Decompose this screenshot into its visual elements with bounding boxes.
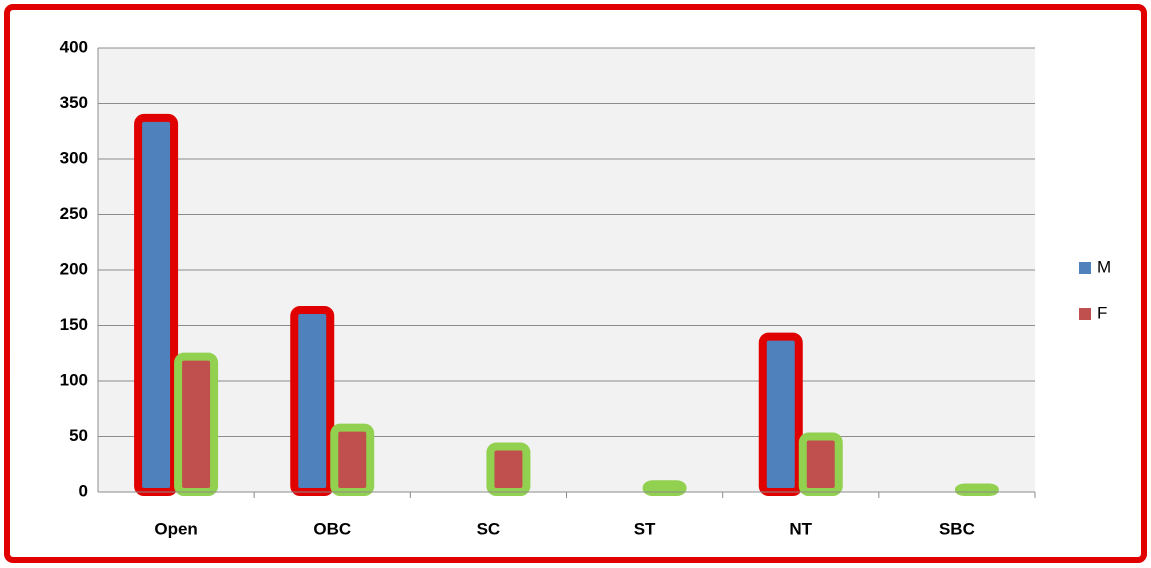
x-tick-label: SC (477, 519, 501, 538)
y-tick-label: 100 (60, 370, 88, 389)
y-tick-label: 0 (79, 481, 88, 500)
y-tick-label: 350 (60, 93, 88, 112)
bar (174, 352, 219, 496)
y-tick-label: 200 (60, 259, 88, 278)
bar (486, 442, 531, 496)
x-tick-label: SBC (939, 519, 975, 538)
x-tick-label: OBC (313, 519, 351, 538)
legend-swatch (1079, 262, 1091, 274)
legend-label: M (1097, 257, 1111, 276)
x-tick-label: ST (634, 519, 656, 538)
bar (798, 432, 843, 496)
bar (642, 480, 687, 497)
legend-swatch (1079, 308, 1091, 320)
y-tick-label: 400 (60, 37, 88, 56)
y-tick-label: 150 (60, 315, 88, 334)
y-tick-label: 250 (60, 204, 88, 223)
legend-label: F (1097, 303, 1107, 322)
bar (290, 305, 335, 496)
bar (758, 332, 803, 496)
x-tick-label: Open (154, 519, 197, 538)
bar (954, 483, 999, 496)
y-tick-label: 50 (69, 426, 88, 445)
bar (330, 423, 375, 496)
bar (134, 113, 179, 497)
x-tick-label: NT (789, 519, 812, 538)
y-tick-label: 300 (60, 148, 88, 167)
